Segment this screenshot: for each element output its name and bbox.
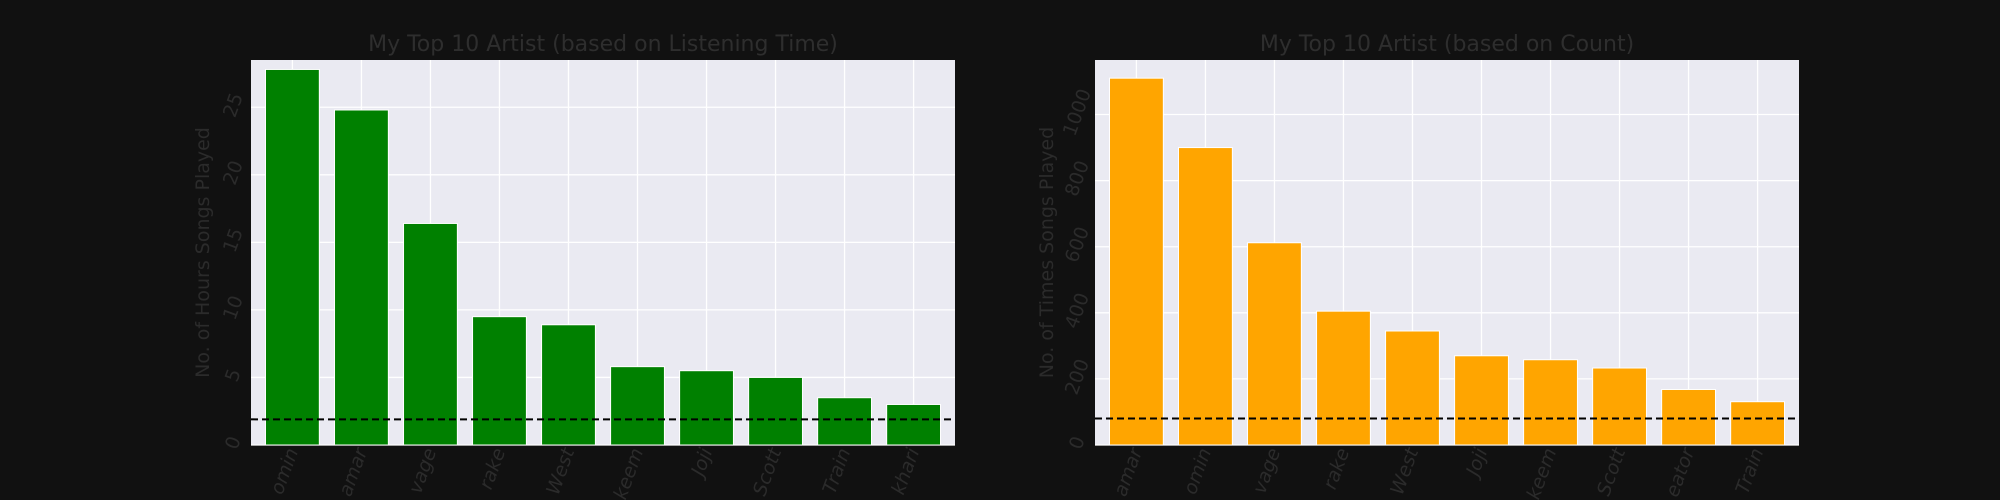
x-tick-label: Train [1732,445,1769,497]
y-tick-label: 25 [219,90,248,120]
x-tick-label: Scott [1593,444,1631,499]
bar-keem [1523,359,1578,446]
x-tick-label: West [542,444,580,498]
y-tick-label: 0 [1065,434,1090,453]
x-tick-label: omin [266,445,303,497]
bar-omin [264,68,320,446]
y-tick-label: 20 [219,158,248,188]
y-axis-label: No. of Times Songs Played [1036,127,1058,378]
x-tick-label: Scott [749,444,787,499]
bar-West [1385,330,1440,446]
bar-omin [1178,147,1233,446]
chart-title: My Top 10 Artist (based on Listening Tim… [368,32,838,57]
x-tick-label: Joji [1461,445,1493,483]
bar-keem [610,366,665,446]
bar-Train [817,397,872,446]
y-axis-label: No. of Hours Songs Played [192,127,214,378]
y-tick-label: 15 [219,225,248,255]
bar-rake [472,316,527,446]
x-tick-label: keem [609,445,648,500]
x-tick-label: eator [1661,444,1699,500]
bar-Joji [1454,355,1509,446]
x-tick-label: keem [1522,445,1561,500]
x-tick-label: West [1386,444,1424,498]
bar-rake [1316,310,1371,446]
chart-1: 0 5 10 15 20 25 omin amar vage rake West keem Joji Sc… [192,32,955,500]
y-tick-label: 0 [221,434,246,453]
y-tick-label: 400 [1061,290,1094,332]
x-tick-label: rake [475,445,510,492]
x-tick-label: khari [887,445,924,498]
x-tick-label: omin [1179,445,1216,497]
chart-title: My Top 10 Artist (based on Count) [1260,32,1634,57]
bar-West [541,324,596,446]
x-tick-label: rake [1319,445,1354,492]
bar-vage [1247,242,1302,446]
x-tick-label: Joji [686,445,718,483]
y-tick-label: 10 [219,293,248,323]
y-tick-label: 1000 [1059,86,1096,139]
bar-Scott [748,376,803,446]
bar-Scott [1592,367,1647,446]
bar-khari [886,403,942,446]
bar-vage [403,222,458,446]
chart-2: 0 200 400 600 800 1000 amar omin vage rake West Joj… [1036,32,1799,500]
x-tick-label: vage [1249,445,1286,496]
x-tick-label: amar [1109,444,1147,499]
x-tick-label: amar [334,444,372,499]
x-tick-label: Train [819,445,856,497]
bar-Joji [679,370,734,446]
bar-eator [1661,388,1716,446]
bar-amar [1108,77,1164,446]
y-tick-label: 800 [1061,158,1094,200]
x-tick-label: vage [405,445,442,496]
y-tick-label: 5 [221,366,246,385]
bar-amar [334,109,389,446]
y-tick-label: 600 [1061,224,1094,266]
bar-Train [1730,401,1786,446]
y-tick-label: 200 [1061,356,1094,398]
